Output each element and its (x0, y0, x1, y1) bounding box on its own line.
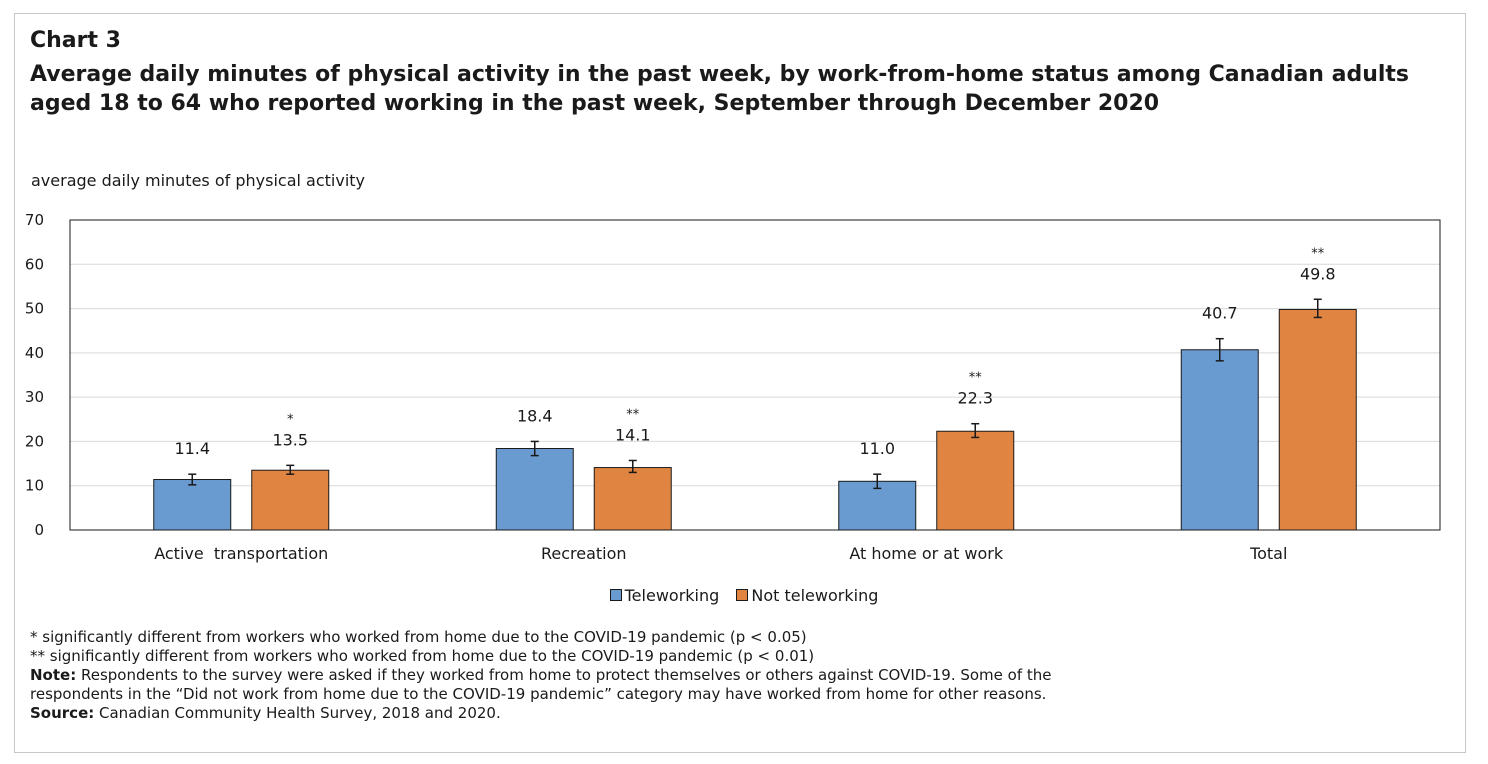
plot-area (69, 219, 1441, 531)
data-label: 49.8 (1300, 264, 1336, 283)
data-label: 18.4 (517, 406, 553, 425)
legend-label-not-teleworking: Not teleworking (751, 586, 879, 605)
significance-marker: ** (1311, 246, 1325, 261)
y-tick-label: 40 (25, 344, 44, 362)
note-line: Note: Respondents to the survey were ask… (30, 666, 1430, 685)
significance-marker: ** (969, 371, 983, 386)
footnotes: * significantly different from workers w… (30, 628, 1430, 723)
bar-teleworking-recreation (495, 448, 574, 531)
y-tick-label: 70 (25, 211, 44, 229)
legend-swatch-not-teleworking (736, 589, 749, 601)
legend-label-teleworking: Teleworking (624, 586, 720, 605)
y-tick-label: 50 (25, 300, 44, 318)
x-category-label: At home or at work (849, 544, 1004, 563)
source-line: Source: Canadian Community Health Survey… (30, 704, 1430, 723)
y-tick-label: 60 (25, 255, 44, 273)
chart-frame (14, 13, 1466, 753)
x-category-label: Recreation (541, 544, 627, 563)
data-label: 40.7 (1202, 304, 1238, 323)
bar-not-teleworking-total (1278, 308, 1357, 531)
bar-not-teleworking-active-transportation (251, 469, 330, 531)
x-category-label: Total (1249, 544, 1287, 563)
data-label: 11.0 (859, 439, 895, 458)
bar-teleworking-at-home-or-at-work (838, 480, 917, 531)
data-label: 13.5 (272, 430, 308, 449)
footnote-sig-05: * significantly different from workers w… (30, 628, 807, 646)
chart-label: Chart 3 (30, 28, 121, 53)
legend-item-teleworking: Teleworking (609, 586, 720, 605)
y-tick-label: 0 (34, 521, 44, 539)
bar-teleworking-active-transportation (153, 479, 232, 531)
x-category-label: Active transportation (154, 544, 328, 563)
bar-teleworking-total (1180, 349, 1259, 531)
note-text: Respondents to the survey were asked if … (76, 666, 1052, 684)
chart-title: Average daily minutes of physical activi… (30, 62, 1410, 116)
legend-item-not-teleworking: Not teleworking (736, 586, 878, 605)
bar-not-teleworking-recreation (593, 467, 672, 531)
y-tick-label: 30 (25, 388, 44, 406)
legend-swatch-teleworking (609, 589, 622, 601)
y-unit-label: average daily minutes of physical activi… (31, 171, 366, 190)
data-label: 11.4 (174, 439, 210, 458)
y-tick-label: 10 (25, 477, 44, 495)
data-label: 22.3 (957, 389, 993, 408)
source-label: Source: (30, 704, 95, 722)
note-label: Note: (30, 666, 77, 684)
footnote-sig-01: ** significantly different from workers … (30, 647, 815, 665)
y-tick-label: 20 (25, 432, 44, 450)
legend: Teleworking Not teleworking (0, 586, 1488, 605)
significance-marker: * (287, 412, 294, 427)
significance-marker: ** (626, 407, 640, 422)
bar-not-teleworking-at-home-or-at-work (936, 430, 1015, 531)
note-line-2: respondents in the “Did not work from ho… (30, 685, 1047, 703)
data-label: 14.1 (615, 425, 651, 444)
source-text: Canadian Community Health Survey, 2018 a… (94, 704, 501, 722)
